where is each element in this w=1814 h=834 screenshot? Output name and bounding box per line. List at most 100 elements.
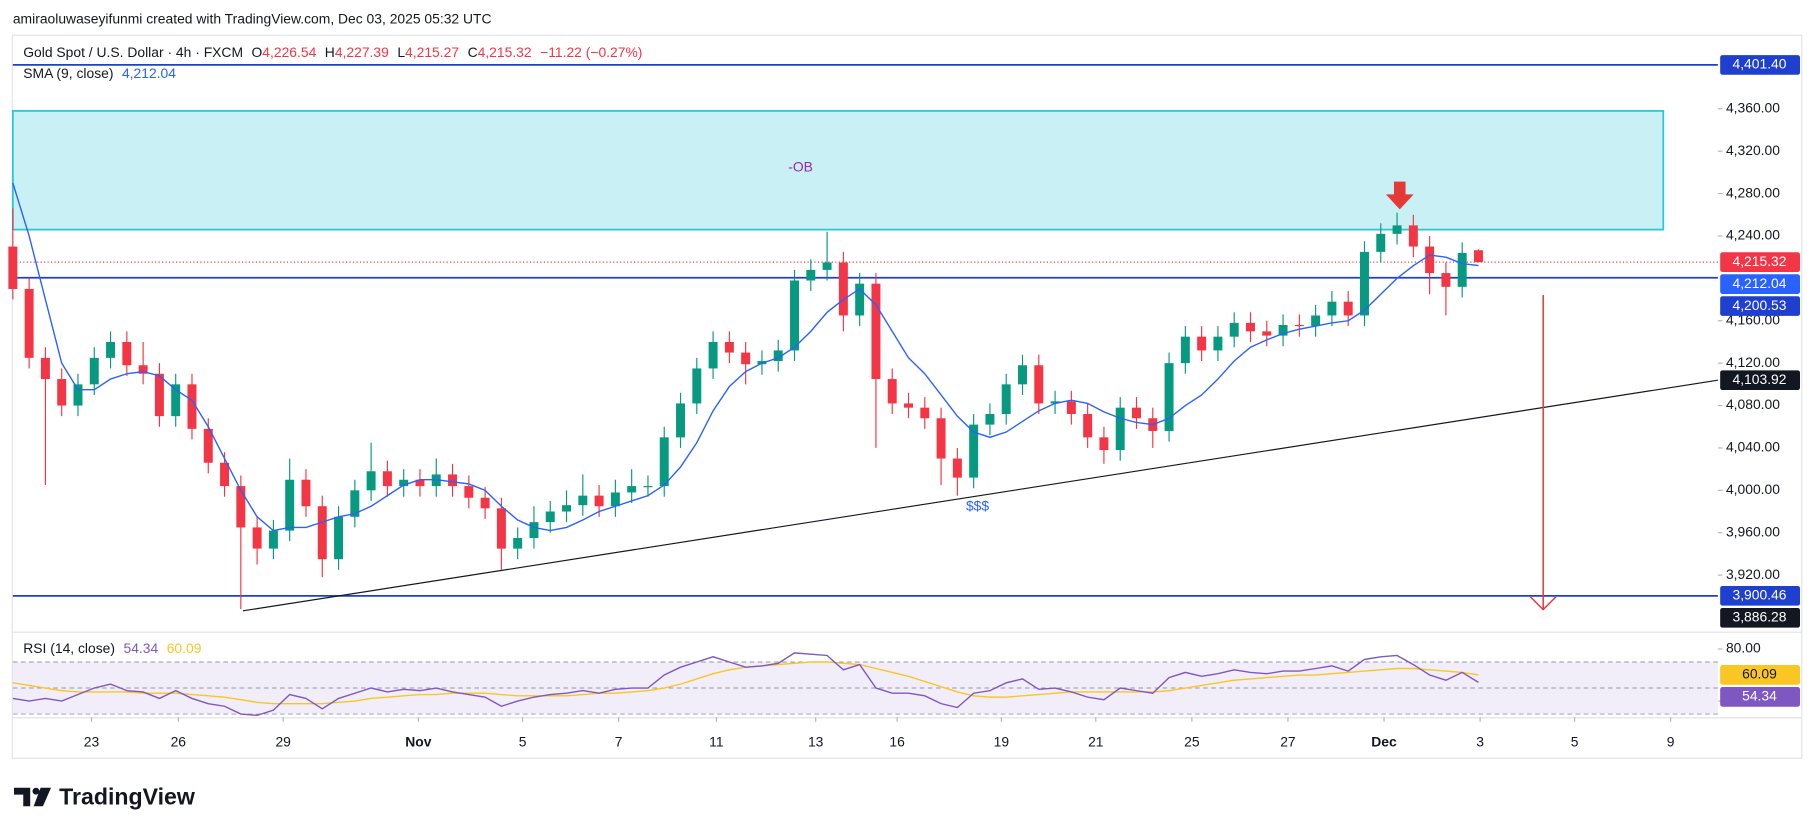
candle-body bbox=[138, 365, 148, 374]
price-badge bbox=[1720, 607, 1800, 628]
x-tick-label: 7 bbox=[615, 733, 623, 749]
candle-body bbox=[203, 428, 213, 463]
candle-body bbox=[106, 341, 116, 358]
indicator-line bbox=[12, 652, 1479, 717]
price-badge-label: 4,200.53 bbox=[1732, 297, 1786, 313]
legend-key: O bbox=[252, 44, 263, 60]
zone-label: -OB bbox=[788, 158, 813, 174]
x-tick-label: 9 bbox=[1667, 733, 1675, 749]
candle-body bbox=[268, 530, 278, 549]
price-badge bbox=[1720, 274, 1800, 294]
candle-body bbox=[1180, 336, 1190, 364]
candle-body bbox=[334, 516, 344, 560]
arrow-shaft bbox=[1393, 181, 1406, 196]
candle-body bbox=[676, 403, 686, 438]
attribution: amiraoluwaseyifunmi created with Trading… bbox=[13, 10, 492, 26]
candle-body bbox=[480, 497, 490, 509]
logo-mark bbox=[14, 787, 31, 807]
candle-body bbox=[594, 495, 604, 507]
y-tick-label: 3,960.00 bbox=[1726, 523, 1780, 539]
candle-body bbox=[1392, 225, 1402, 234]
indicator-line bbox=[12, 182, 1479, 532]
candle-body bbox=[1132, 407, 1141, 419]
legend-value: 4,227.39 bbox=[335, 44, 389, 60]
indicator-name: SMA (9, close) bbox=[23, 65, 113, 81]
candle-body bbox=[643, 486, 653, 488]
arrow-head bbox=[1385, 194, 1414, 210]
indicator-value: 4,212.04 bbox=[122, 65, 176, 81]
candle-body bbox=[790, 280, 799, 351]
candle-body bbox=[1115, 407, 1125, 451]
logo: TradingView bbox=[14, 783, 196, 809]
x-tick-label: 5 bbox=[519, 733, 527, 749]
logo-mark bbox=[32, 787, 40, 795]
projection-arrow bbox=[1529, 294, 1557, 611]
plot-layer: 4,360.004,320.004,280.004,240.004,160.00… bbox=[8, 55, 1800, 749]
legend-value: 4,215.27 bbox=[405, 44, 459, 60]
candle-body bbox=[724, 341, 734, 353]
x-tick-label: 3 bbox=[1476, 733, 1484, 749]
candle-body bbox=[8, 246, 18, 289]
candle-body bbox=[887, 379, 897, 404]
candle-body bbox=[399, 479, 409, 487]
y-tick-label: 4,040.00 bbox=[1726, 439, 1780, 455]
candle-body bbox=[24, 288, 34, 358]
x-tick-label: 26 bbox=[171, 733, 187, 749]
indicator-name: RSI (14, close) bbox=[23, 640, 115, 656]
legend-key: C bbox=[468, 44, 478, 60]
y-tick-label: 4,080.00 bbox=[1726, 396, 1780, 412]
order-block-zone bbox=[11, 110, 1665, 231]
y-tick-label: 4,360.00 bbox=[1726, 99, 1780, 115]
candle-body bbox=[513, 538, 523, 549]
candle-body bbox=[1294, 324, 1304, 327]
candle-body bbox=[1441, 273, 1451, 287]
trendline bbox=[242, 379, 1718, 612]
legend-key: L bbox=[397, 44, 405, 60]
x-tick-label: Nov bbox=[405, 733, 431, 749]
candle-body bbox=[89, 357, 99, 385]
logo-text: TradingView bbox=[59, 783, 196, 809]
candle-body bbox=[382, 471, 392, 487]
price-badge-label: 4,401.40 bbox=[1732, 56, 1786, 72]
candle-body bbox=[122, 341, 132, 366]
x-tick-label: 25 bbox=[1184, 733, 1200, 749]
price-badge-label: 3,886.28 bbox=[1732, 608, 1786, 624]
x-tick-label: 19 bbox=[994, 733, 1010, 749]
y-tick-label: 4,240.00 bbox=[1726, 227, 1780, 243]
candle-body bbox=[220, 462, 230, 487]
price-badge-label: 3,900.46 bbox=[1732, 586, 1786, 602]
sell-arrow bbox=[1385, 181, 1414, 210]
candle-body bbox=[806, 269, 816, 281]
candle-body bbox=[1327, 301, 1337, 316]
candle-body bbox=[1229, 322, 1239, 337]
candle-body bbox=[1360, 251, 1369, 316]
candle-body bbox=[57, 379, 67, 406]
candle-body bbox=[252, 527, 262, 549]
y-tick-label: 4,280.00 bbox=[1726, 184, 1780, 200]
candle-body bbox=[496, 508, 506, 549]
candle-body bbox=[73, 384, 83, 406]
candle-body bbox=[1262, 331, 1272, 336]
candle-body bbox=[741, 352, 751, 365]
candle-body bbox=[920, 407, 930, 419]
candle-body bbox=[187, 384, 197, 429]
price-badge bbox=[1720, 296, 1800, 316]
candle-body bbox=[415, 479, 425, 487]
candle-body bbox=[692, 368, 702, 404]
price-badge bbox=[1720, 370, 1800, 391]
x-tick-label: 11 bbox=[709, 733, 724, 749]
legend-value: 4,215.32 bbox=[478, 44, 532, 60]
x-tick-label: 21 bbox=[1088, 733, 1104, 749]
y-tick-label: 4,320.00 bbox=[1726, 142, 1780, 158]
candle-body bbox=[529, 522, 539, 539]
x-tick-label: 13 bbox=[808, 733, 824, 749]
candle-body bbox=[1018, 365, 1027, 385]
price-badge-label: 4,212.04 bbox=[1732, 275, 1786, 291]
candle-body bbox=[936, 418, 946, 459]
candle-body bbox=[1246, 322, 1255, 332]
candle-body bbox=[838, 262, 848, 316]
legend-change: −11.22 (−0.27%) bbox=[540, 44, 642, 60]
candle-body bbox=[464, 486, 474, 498]
